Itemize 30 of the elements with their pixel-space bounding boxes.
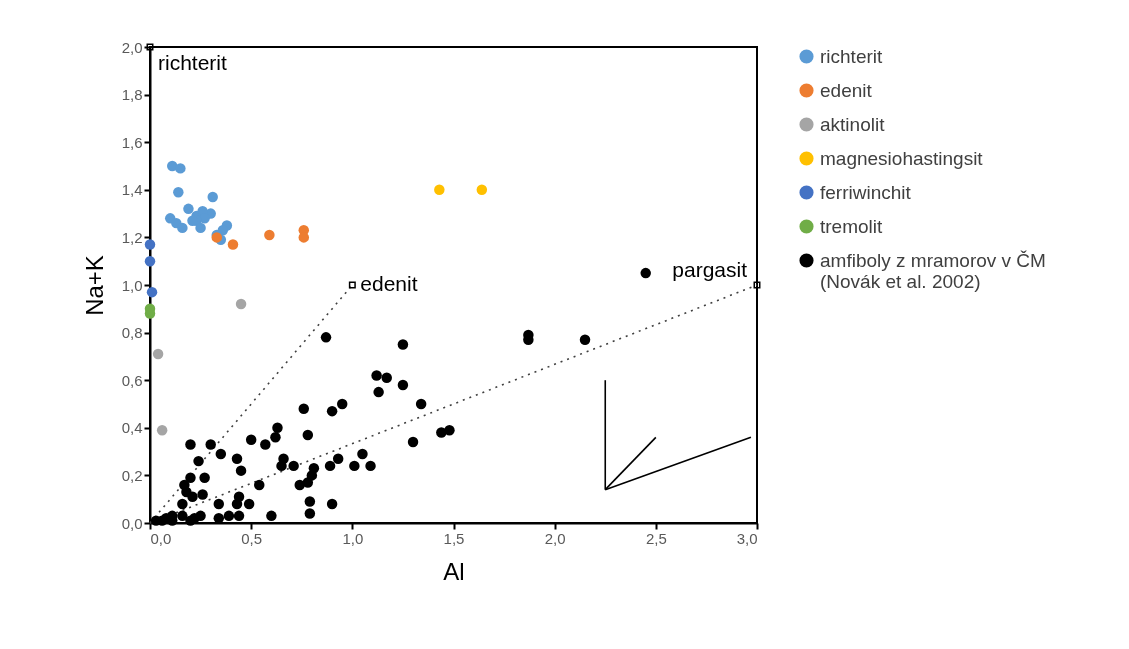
y-tick-label: 1,0 (121, 276, 143, 294)
x-tick-label: 2,0 (544, 529, 566, 547)
x-tick-label: 0,5 (241, 529, 263, 547)
y-axis-title: Na+K (80, 255, 108, 316)
legend-label: richterit (820, 45, 884, 67)
legend-label: ferriwinchit (820, 181, 912, 203)
y-tick-label: 0,0 (121, 514, 143, 532)
x-tick-label: 0,0 (150, 529, 172, 547)
x-tick-label: 2,5 (645, 529, 667, 547)
x-tick-label: 1,0 (342, 529, 364, 547)
y-tick-label: 0,6 (121, 371, 143, 389)
legend-label: edenit (820, 79, 873, 101)
y-tick-label: 1,6 (121, 133, 143, 151)
annotation: richterit (158, 51, 228, 74)
x-axis-title: Al (443, 557, 465, 585)
y-tick-label: 0,4 (121, 419, 143, 437)
legend-label: tremolit (820, 215, 884, 237)
legend-label: aktinolit (820, 113, 886, 135)
y-tick-label: 0,8 (121, 324, 143, 342)
y-tick-label: 1,4 (121, 181, 143, 199)
y-tick-label: 1,2 (121, 228, 143, 246)
legend-label: amfiboly z mramorov v ČM (Novák et al. 2002) (820, 249, 1046, 292)
annotation: pargasit (672, 258, 748, 281)
annotation: edenit (360, 272, 418, 295)
y-tick-label: 2,0 (121, 38, 143, 56)
y-tick-label: 1,8 (121, 86, 143, 104)
y-tick-label: 0,2 (121, 466, 143, 484)
legend-label: magnesiohastingsit (820, 147, 984, 169)
x-tick-label: 3,0 (736, 529, 758, 547)
x-tick-label: 1,5 (443, 529, 465, 547)
